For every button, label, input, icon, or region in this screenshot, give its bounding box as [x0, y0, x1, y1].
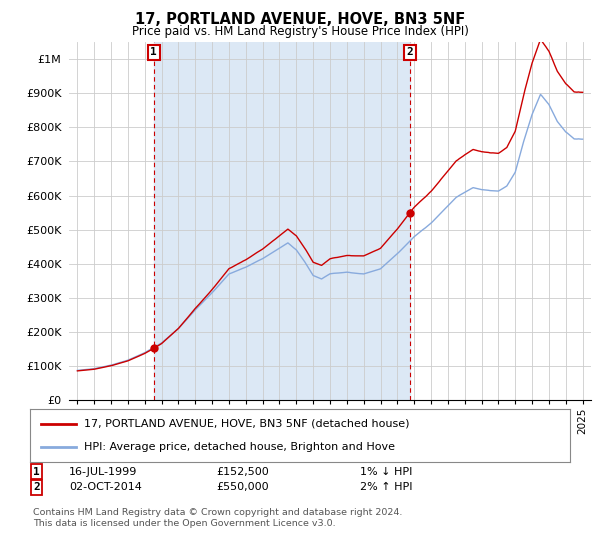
Text: Price paid vs. HM Land Registry's House Price Index (HPI): Price paid vs. HM Land Registry's House … [131, 25, 469, 38]
Text: 17, PORTLAND AVENUE, HOVE, BN3 5NF: 17, PORTLAND AVENUE, HOVE, BN3 5NF [135, 12, 465, 27]
Text: 2: 2 [33, 482, 40, 492]
Text: £550,000: £550,000 [216, 482, 269, 492]
Text: 16-JUL-1999: 16-JUL-1999 [69, 466, 137, 477]
Text: £152,500: £152,500 [216, 466, 269, 477]
Bar [154, 42, 410, 400]
Text: 1: 1 [33, 466, 40, 477]
Text: 1% ↓ HPI: 1% ↓ HPI [360, 466, 412, 477]
Text: HPI: Average price, detached house, Brighton and Hove: HPI: Average price, detached house, Brig… [84, 442, 395, 452]
Text: 02-OCT-2014: 02-OCT-2014 [69, 482, 142, 492]
Text: 2% ↑ HPI: 2% ↑ HPI [360, 482, 413, 492]
Text: Contains HM Land Registry data © Crown copyright and database right 2024.
This d: Contains HM Land Registry data © Crown c… [33, 508, 403, 528]
Text: 1: 1 [151, 48, 157, 57]
Text: 17, PORTLAND AVENUE, HOVE, BN3 5NF (detached house): 17, PORTLAND AVENUE, HOVE, BN3 5NF (deta… [84, 419, 409, 429]
Text: 2: 2 [407, 48, 413, 57]
